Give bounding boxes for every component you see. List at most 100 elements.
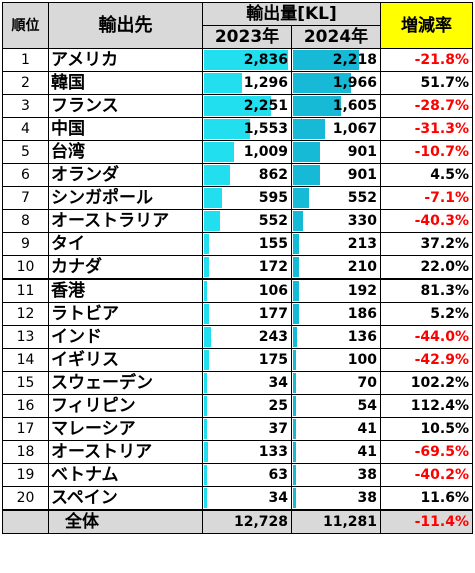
- country-name: シンガポール: [48, 186, 203, 210]
- export-volume-table: 順位 輸出先 輸出量[KL] 増減率 2023年 2024年 1 アメリカ 2,83…: [2, 2, 474, 534]
- volume-2023-value: 1,296: [243, 75, 288, 91]
- table-row: 17 マレーシア 37 41 10.5%: [2, 417, 474, 441]
- data-bar-2024: [293, 396, 296, 416]
- data-bar-2023: [204, 304, 209, 324]
- data-bar-2024: [293, 281, 299, 301]
- data-bar-2024: [293, 211, 303, 231]
- volume-2024-cell: 100: [290, 348, 382, 372]
- volume-2024-cell: 38: [290, 463, 382, 487]
- volume-2024-cell: 552: [290, 186, 382, 210]
- data-bar-2024: [293, 327, 297, 347]
- table-row: 14 イギリス 175 100 -42.9%: [2, 348, 474, 372]
- data-bar-2023: [204, 350, 209, 370]
- volume-2023-cell: 595: [202, 186, 292, 210]
- volume-2024-cell: 54: [290, 394, 382, 418]
- rank-cell: 12: [2, 302, 49, 326]
- volume-2023-value: 552: [258, 213, 288, 229]
- volume-header: 輸出量[KL]: [201, 2, 382, 26]
- volume-2024-value: 136: [347, 329, 378, 345]
- volume-2024-value: 186: [347, 306, 378, 322]
- total-2024-value: 11,281: [290, 509, 382, 534]
- volume-2024-value: 41: [357, 444, 378, 460]
- volume-2023-cell: 34: [202, 486, 292, 511]
- volume-2023-value: 172: [258, 259, 288, 275]
- volume-2024-cell: 41: [290, 440, 382, 464]
- data-bar-2024: [293, 119, 325, 139]
- year-2023-header: 2023年: [202, 25, 292, 49]
- rank-cell: 16: [2, 394, 49, 418]
- volume-2024-cell: 1,067: [290, 117, 382, 141]
- rank-cell: 17: [2, 417, 49, 441]
- volume-2024-value: 41: [357, 421, 378, 437]
- change-rate-cell: 81.3%: [380, 278, 474, 303]
- data-bar-2024: [293, 188, 309, 208]
- volume-2023-value: 862: [258, 167, 288, 183]
- rank-cell: 18: [2, 440, 49, 464]
- volume-2023-value: 34: [268, 375, 288, 391]
- volume-2023-value: 175: [258, 352, 288, 368]
- data-bar-2024: [293, 419, 296, 439]
- volume-2024-value: 210: [347, 259, 378, 275]
- data-bar-2024: [293, 465, 296, 485]
- volume-2023-cell: 1,553: [202, 117, 292, 141]
- volume-2023-value: 177: [258, 306, 288, 322]
- data-bar-2023: [204, 211, 220, 231]
- volume-2023-value: 1,009: [243, 144, 288, 160]
- rank-cell: 20: [2, 486, 49, 511]
- volume-2024-value: 213: [347, 236, 378, 252]
- destination-header: 輸出先: [48, 2, 203, 49]
- rank-cell: 8: [2, 209, 49, 233]
- table-row: 12 ラトビア 177 186 5.2%: [2, 302, 474, 326]
- total-change-rate: -11.4%: [380, 509, 474, 534]
- country-name: オランダ: [48, 163, 203, 187]
- change-rate-header: 増減率: [380, 2, 474, 49]
- change-rate-cell: 4.5%: [380, 163, 474, 187]
- rank-cell: 2: [2, 71, 49, 95]
- country-name: フィリピン: [48, 394, 203, 418]
- header-row-1: 順位 輸出先 輸出量[KL] 増減率: [2, 2, 474, 49]
- change-rate-cell: -28.7%: [380, 94, 474, 118]
- volume-2024-value: 38: [357, 467, 378, 483]
- volume-2024-value: 330: [347, 213, 378, 229]
- rank-cell: 1: [2, 48, 49, 72]
- volume-2023-cell: 862: [202, 163, 292, 187]
- volume-2024-cell: 136: [290, 325, 382, 349]
- volume-2023-cell: 2,251: [202, 94, 292, 118]
- volume-2023-cell: 172: [202, 255, 292, 280]
- change-rate-cell: 22.0%: [380, 255, 474, 280]
- data-bar-2023: [204, 96, 271, 116]
- volume-2023-cell: 106: [202, 278, 292, 303]
- change-rate-cell: -10.7%: [380, 140, 474, 164]
- volume-2024-value: 54: [357, 398, 378, 414]
- data-bar-2024: [293, 234, 299, 254]
- volume-2024-value: 901: [347, 144, 378, 160]
- change-rate-cell: -42.9%: [380, 348, 474, 372]
- volume-2024-value: 2,218: [332, 52, 378, 68]
- change-rate-cell: -69.5%: [380, 440, 474, 464]
- volume-2023-cell: 133: [202, 440, 292, 464]
- volume-2023-cell: 34: [202, 371, 292, 395]
- volume-2024-cell: 70: [290, 371, 382, 395]
- country-name: スペイン: [48, 486, 203, 511]
- volume-2024-value: 192: [347, 283, 378, 299]
- rank-cell: 6: [2, 163, 49, 187]
- country-name: カナダ: [48, 255, 203, 280]
- table-row: 20 スペイン 34 38 11.6%: [2, 486, 474, 511]
- volume-2023-value: 2,251: [243, 98, 288, 114]
- country-name: 中国: [48, 117, 203, 141]
- data-bar-2024: [293, 257, 299, 277]
- volume-2023-value: 155: [258, 236, 288, 252]
- country-name: 台湾: [48, 140, 203, 164]
- data-bar-2023: [204, 257, 209, 277]
- table-row: 2 韓国 1,296 1,966 51.7%: [2, 71, 474, 95]
- data-bar-2023: [204, 488, 207, 508]
- volume-2023-value: 2,836: [243, 52, 288, 68]
- volume-2024-cell: 901: [290, 140, 382, 164]
- volume-2024-cell: 41: [290, 417, 382, 441]
- country-name: スウェーデン: [48, 371, 203, 395]
- table-body: 1 アメリカ 2,836 2,218 -21.8% 2 韓国 1,296 1,966 51.7% 3…: [2, 48, 474, 511]
- volume-2023-cell: 63: [202, 463, 292, 487]
- rank-cell: 4: [2, 117, 49, 141]
- volume-2023-value: 25: [268, 398, 288, 414]
- country-name: ベトナム: [48, 463, 203, 487]
